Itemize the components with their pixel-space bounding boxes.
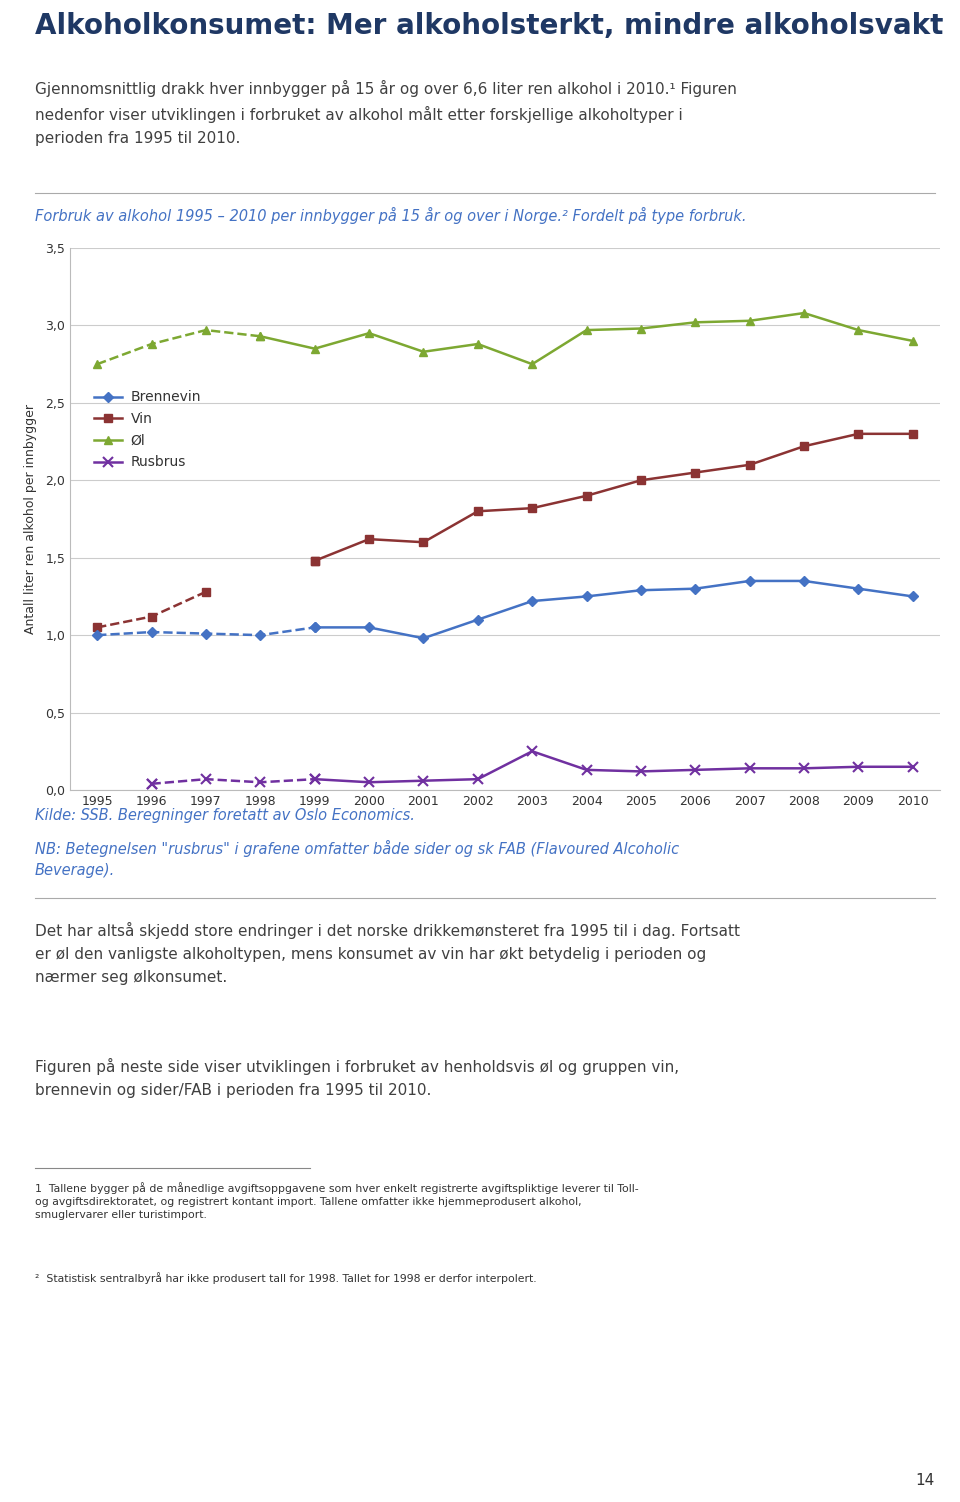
Øl <box>744 312 756 330</box>
Brennevin <box>636 581 647 599</box>
Øl <box>689 314 701 332</box>
Vin <box>363 530 374 548</box>
Rusbrus <box>363 774 374 792</box>
Rusbrus <box>907 759 919 777</box>
Rusbrus <box>744 760 756 778</box>
Vin <box>309 551 321 569</box>
Brennevin <box>526 592 538 610</box>
Y-axis label: Antall liter ren alkohol per innbygger: Antall liter ren alkohol per innbygger <box>24 404 36 634</box>
Text: Alkoholkonsumet: Mer alkoholsterkt, mindre alkoholsvakt: Alkoholkonsumet: Mer alkoholsterkt, mind… <box>35 12 944 41</box>
Øl <box>907 332 919 350</box>
Text: Figuren på neste side viser utviklingen i forbruket av henholdsvis øl og gruppen: Figuren på neste side viser utviklingen … <box>35 1057 679 1098</box>
Rusbrus <box>309 771 321 789</box>
Line: Brennevin: Brennevin <box>311 577 916 641</box>
Text: 14: 14 <box>916 1473 935 1488</box>
Text: Forbruk av alkohol 1995 – 2010 per innbygger på 15 år og over i Norge.² Fordelt : Forbruk av alkohol 1995 – 2010 per innby… <box>35 207 747 224</box>
Text: Det har altså skjedd store endringer i det norske drikkemønsteret fra 1995 til i: Det har altså skjedd store endringer i d… <box>35 922 740 985</box>
Vin <box>418 533 429 551</box>
Rusbrus <box>581 762 592 780</box>
Rusbrus <box>689 762 701 780</box>
Brennevin <box>852 580 864 598</box>
Rusbrus <box>852 759 864 777</box>
Vin <box>526 499 538 517</box>
Text: ²  Statistisk sentralbyrå har ikke produsert tall for 1998. Tallet for 1998 er d: ² Statistisk sentralbyrå har ikke produs… <box>35 1272 537 1284</box>
Line: Vin: Vin <box>310 430 917 565</box>
Text: Kilde: SSB. Beregninger foretatt av Oslo Economics.: Kilde: SSB. Beregninger foretatt av Oslo… <box>35 808 415 823</box>
Brennevin <box>309 619 321 637</box>
Vin <box>852 425 864 443</box>
Brennevin <box>744 572 756 590</box>
Vin <box>581 487 592 505</box>
Text: Gjennomsnittlig drakk hver innbygger på 15 år og over 6,6 liter ren alkohol i 20: Gjennomsnittlig drakk hver innbygger på … <box>35 80 737 146</box>
Vin <box>907 425 919 443</box>
Vin <box>744 455 756 473</box>
Øl <box>526 354 538 372</box>
Øl <box>472 335 484 353</box>
Brennevin <box>363 619 374 637</box>
Øl <box>581 321 592 339</box>
Øl <box>852 321 864 339</box>
Text: 1  Tallene bygger på de månedlige avgiftsoppgavene som hver enkelt registrerte a: 1 Tallene bygger på de månedlige avgifts… <box>35 1182 638 1220</box>
Øl <box>363 324 374 342</box>
Brennevin <box>472 611 484 629</box>
Brennevin <box>799 572 810 590</box>
Øl <box>309 339 321 357</box>
Øl <box>636 320 647 338</box>
Vin <box>472 502 484 520</box>
Brennevin <box>689 580 701 598</box>
Øl <box>254 327 266 345</box>
Øl <box>799 303 810 321</box>
Rusbrus <box>526 742 538 760</box>
Text: NB: Betegnelsen "rusbrus" i grafene omfatter både sider og sk FAB (Flavoured Alc: NB: Betegnelsen "rusbrus" i grafene omfa… <box>35 840 679 879</box>
Rusbrus <box>418 772 429 790</box>
Vin <box>799 437 810 455</box>
Øl <box>418 342 429 360</box>
Rusbrus <box>636 763 647 781</box>
Rusbrus <box>472 771 484 789</box>
Brennevin <box>581 587 592 605</box>
Line: Øl: Øl <box>256 309 917 368</box>
Vin <box>689 464 701 482</box>
Line: Rusbrus: Rusbrus <box>310 746 918 787</box>
Vin <box>636 472 647 490</box>
Legend: Brennevin, Vin, Øl, Rusbrus: Brennevin, Vin, Øl, Rusbrus <box>94 391 201 469</box>
Brennevin <box>418 629 429 647</box>
Rusbrus <box>799 760 810 778</box>
Brennevin <box>907 587 919 605</box>
